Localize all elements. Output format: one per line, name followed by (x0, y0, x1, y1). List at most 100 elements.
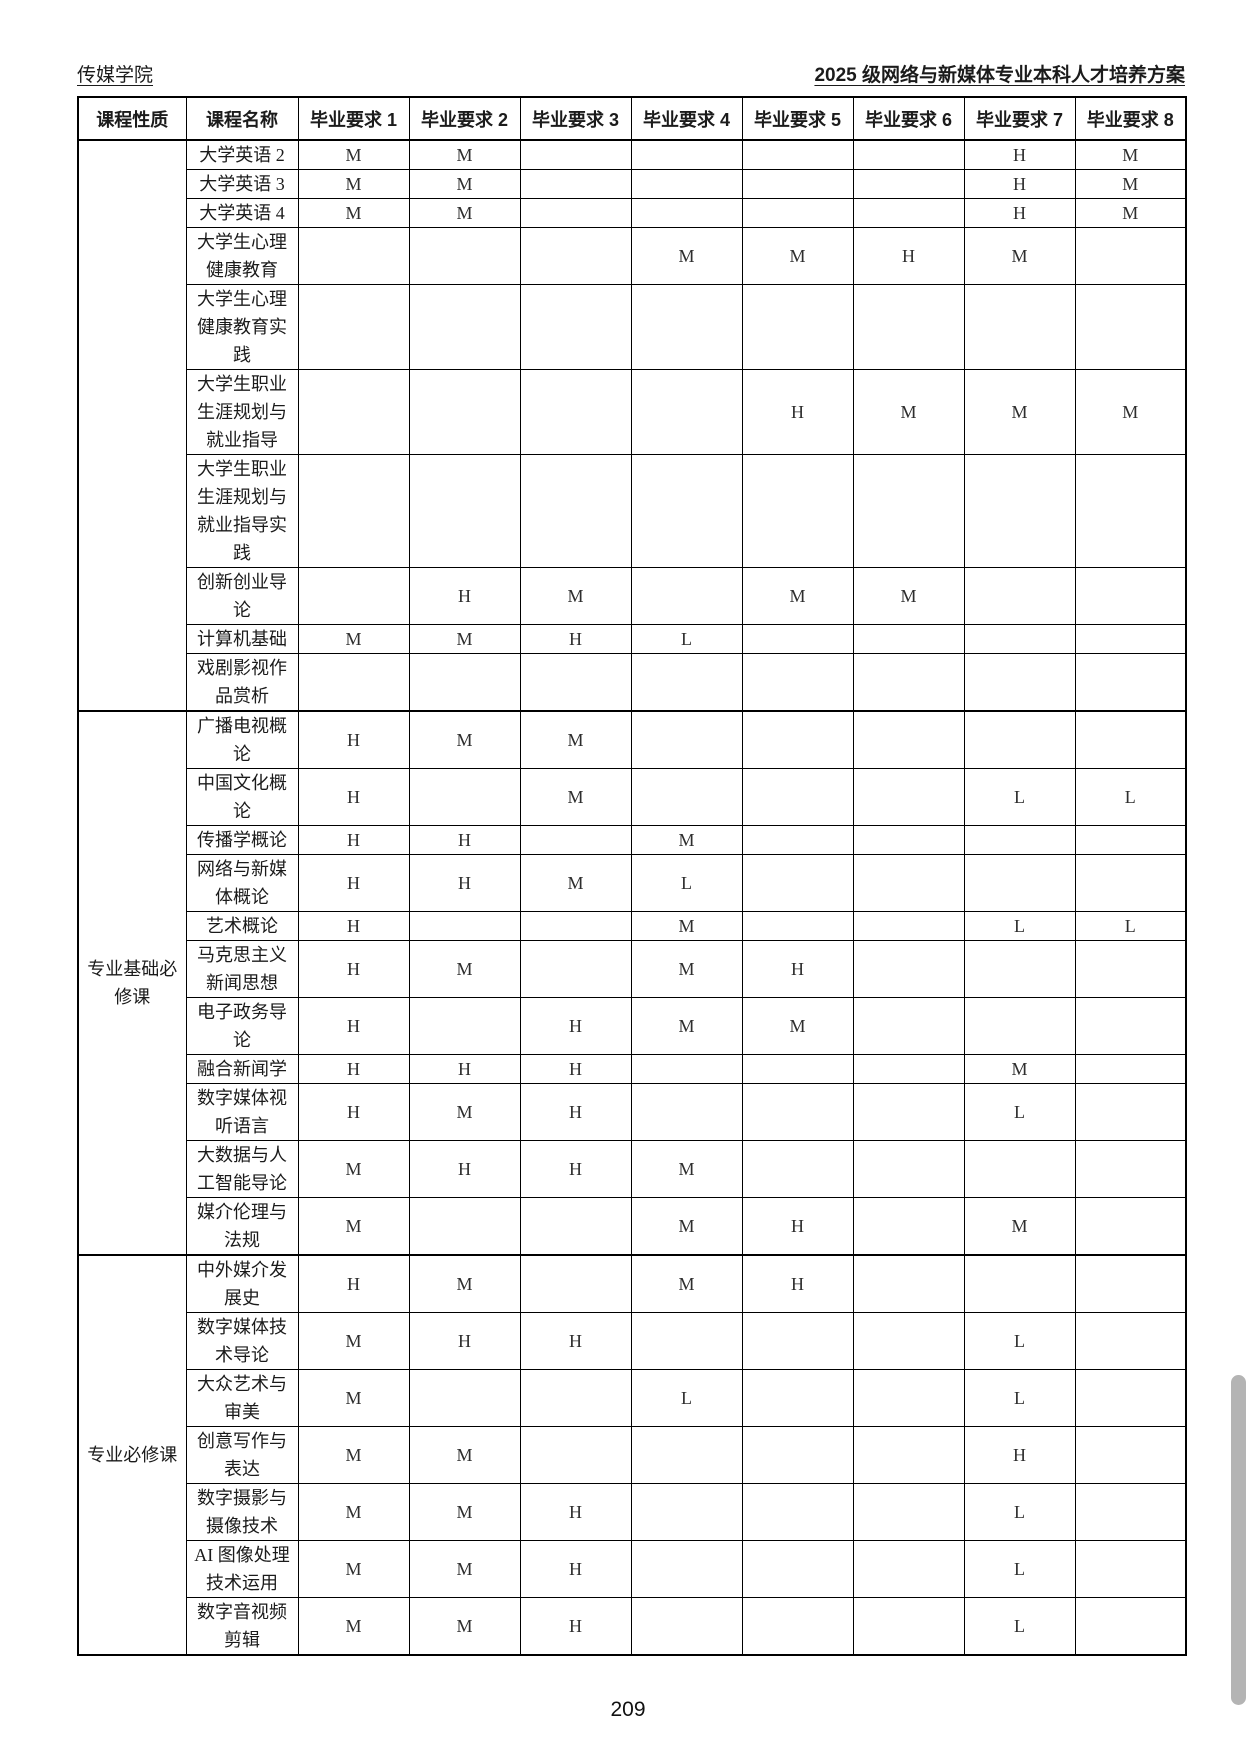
requirement-cell: M (297, 624, 410, 654)
requirement-cell (963, 1254, 1076, 1313)
requirement-cell: M (408, 139, 521, 170)
requirement-cell: H (297, 911, 410, 941)
requirement-cell (741, 854, 854, 912)
requirement-cell (963, 997, 1076, 1055)
requirement-cell (408, 1369, 521, 1427)
requirement-cell (741, 1597, 854, 1656)
requirement-cell: H (297, 768, 410, 826)
requirement-cell: H (297, 710, 410, 769)
requirement-cell (852, 1597, 965, 1656)
requirement-cell (741, 139, 854, 170)
table-row: 艺术概论 H M L L (78, 911, 1187, 941)
requirement-cell (741, 653, 854, 712)
requirement-cell (408, 1197, 521, 1256)
requirement-cell (852, 1083, 965, 1141)
requirement-cell (630, 454, 743, 568)
requirement-cell: M (408, 624, 521, 654)
requirement-cell (1074, 1197, 1187, 1256)
requirement-cell: L (963, 911, 1076, 941)
course-name-cell: 融合新闻学 (185, 1054, 299, 1084)
requirement-cell: M (297, 1197, 410, 1256)
course-name-cell: 大学生心理健康教育实践 (185, 284, 299, 370)
table-row: 大学生职业生涯规划与就业指导 H M M M (78, 369, 1187, 455)
requirement-cell (519, 1369, 632, 1427)
requirement-cell (741, 1054, 854, 1084)
column-header: 毕业要求 8 (1074, 96, 1187, 141)
course-name-cell: 数字摄影与摄像技术 (185, 1483, 299, 1541)
requirement-cell: H (741, 369, 854, 455)
requirement-cell (519, 139, 632, 170)
requirement-cell (1074, 997, 1187, 1055)
table-row: AI 图像处理技术运用 M M H L (78, 1540, 1187, 1598)
requirement-cell (630, 1312, 743, 1370)
requirement-cell (741, 1083, 854, 1141)
requirement-cell (963, 567, 1076, 625)
requirement-cell: H (408, 854, 521, 912)
requirement-cell (1074, 284, 1187, 370)
requirement-cell (852, 940, 965, 998)
table-row: 中国文化概论 H M L L (78, 768, 1187, 826)
requirement-cell: M (741, 567, 854, 625)
requirement-cell: M (963, 1054, 1076, 1084)
scrollbar-thumb[interactable] (1231, 1375, 1246, 1705)
requirement-cell: H (519, 624, 632, 654)
requirement-cell (741, 911, 854, 941)
requirement-cell: H (963, 139, 1076, 170)
requirement-cell (1074, 1054, 1187, 1084)
table-row: 创意写作与表达 M M H (78, 1426, 1187, 1484)
requirement-cell: M (408, 1597, 521, 1656)
requirement-cell (519, 940, 632, 998)
requirement-cell (741, 624, 854, 654)
requirement-cell (1074, 1254, 1187, 1313)
course-name-cell: 艺术概论 (185, 911, 299, 941)
requirement-cell: M (630, 940, 743, 998)
column-header: 毕业要求 3 (519, 96, 632, 141)
requirement-cell (852, 911, 965, 941)
requirement-cell (741, 198, 854, 228)
column-header: 毕业要求 1 (297, 96, 410, 141)
requirement-cell (741, 825, 854, 855)
requirement-cell: H (852, 227, 965, 285)
requirement-cell: L (1074, 768, 1187, 826)
requirement-cell: L (963, 1083, 1076, 1141)
course-name-cell: 传播学概论 (185, 825, 299, 855)
requirement-cell (630, 710, 743, 769)
requirement-cell (630, 369, 743, 455)
table-row: 大学生职业生涯规划与就业指导实践 (78, 454, 1187, 568)
requirement-cell: M (297, 1597, 410, 1656)
requirement-cell (852, 1540, 965, 1598)
requirement-cell (408, 227, 521, 285)
table-row: 数字音视频剪辑 M M H L (78, 1597, 1187, 1656)
requirement-cell (741, 768, 854, 826)
requirement-cell: M (963, 227, 1076, 285)
requirement-cell: H (519, 1083, 632, 1141)
requirement-cell: M (1074, 139, 1187, 170)
requirement-cell: H (519, 1312, 632, 1370)
requirement-cell (630, 139, 743, 170)
requirement-cell: H (297, 854, 410, 912)
table-row: 数字媒体技术导论 M H H L (78, 1312, 1187, 1370)
table-row: 数字摄影与摄像技术 M M H L (78, 1483, 1187, 1541)
requirement-cell: M (408, 169, 521, 199)
requirement-cell (297, 227, 410, 285)
course-name-cell: 创新创业导论 (185, 567, 299, 625)
requirement-cell: H (519, 1140, 632, 1198)
course-name-cell: AI 图像处理技术运用 (185, 1540, 299, 1598)
requirement-cell (408, 911, 521, 941)
requirement-cell (519, 1254, 632, 1313)
requirement-cell: H (741, 1254, 854, 1313)
course-name-cell: 大学生心理健康教育 (185, 227, 299, 285)
requirement-cell: L (963, 1312, 1076, 1370)
requirement-cell (519, 1426, 632, 1484)
course-name-cell: 中外媒介发展史 (185, 1254, 299, 1313)
requirement-cell: L (963, 1483, 1076, 1541)
requirement-cell (852, 1483, 965, 1541)
requirement-cell: M (297, 1426, 410, 1484)
course-name-cell: 大学英语 3 (185, 169, 299, 199)
requirement-cell: H (519, 1483, 632, 1541)
requirement-cell (963, 710, 1076, 769)
